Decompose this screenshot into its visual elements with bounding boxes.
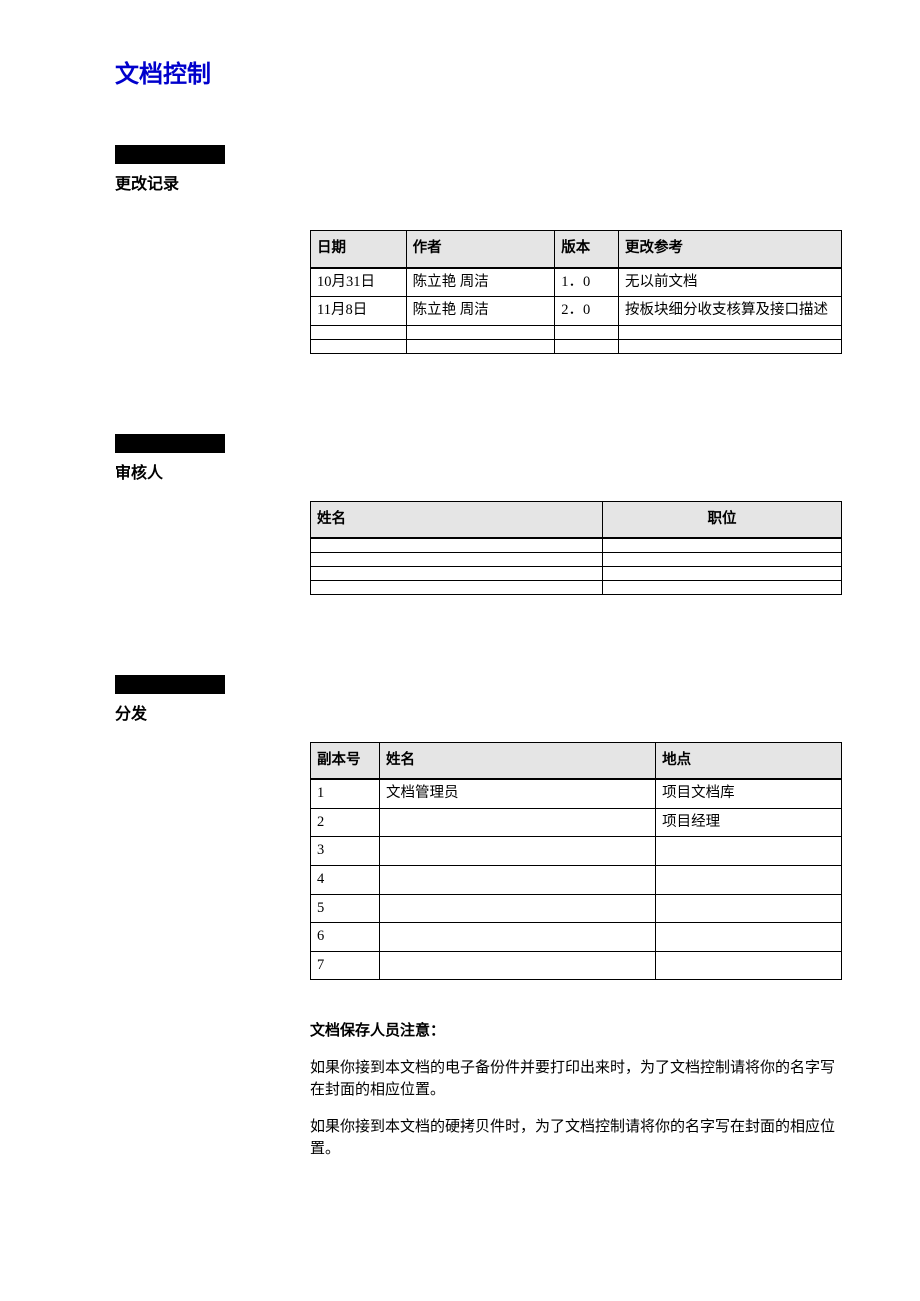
table-cell — [656, 866, 842, 895]
changes-label: 更改记录 — [115, 170, 838, 194]
table-row: 2 项目经理 — [311, 808, 842, 837]
table-cell — [380, 894, 656, 923]
table-cell — [380, 837, 656, 866]
section-changes: 更改记录 日期 作者 版本 更改参考 10月31日陈立艳 — [115, 145, 838, 354]
black-bar — [115, 145, 225, 164]
table-cell: 按板块细分收支核算及接口描述 — [618, 297, 841, 326]
table-cell — [311, 552, 603, 566]
section-reviewers: 审核人 姓名 职位 — [115, 434, 838, 595]
table-cell: 项目经理 — [656, 808, 842, 837]
table-cell — [380, 866, 656, 895]
th-date: 日期 — [311, 231, 407, 268]
changes-table: 日期 作者 版本 更改参考 10月31日陈立艳 周洁1．0无以前文档11月8日陈… — [310, 230, 842, 354]
page: 文档控制 更改记录 日期 作者 版本 更改参考 — [0, 0, 920, 1161]
table-cell: 7 — [311, 951, 380, 980]
table-cell — [380, 808, 656, 837]
table-cell: 2．0 — [555, 297, 619, 326]
distribution-table: 副本号 姓名 地点 1文档管理员项目文档库2项目经理34567 — [310, 742, 842, 981]
table-cell: 10月31日 — [311, 268, 407, 297]
table-cell: 陈立艳 周洁 — [406, 268, 555, 297]
table-cell — [311, 538, 603, 552]
table-cell — [380, 951, 656, 980]
table-row — [311, 580, 842, 594]
table-cell — [603, 552, 842, 566]
table-row — [311, 325, 842, 339]
th-pos: 职位 — [603, 501, 842, 538]
table-cell — [603, 538, 842, 552]
table-row: 4 — [311, 866, 842, 895]
distribution-table-wrap: 副本号 姓名 地点 1文档管理员项目文档库2项目经理34567 文档保存人员注意… — [310, 742, 842, 1161]
table-cell — [380, 923, 656, 952]
th-name: 姓名 — [311, 501, 603, 538]
table-cell — [555, 339, 619, 353]
table-cell: 11月8日 — [311, 297, 407, 326]
table-cell — [603, 566, 842, 580]
title-text: 文档控制 — [115, 62, 211, 88]
th-author: 作者 — [406, 231, 555, 268]
table-cell — [311, 566, 603, 580]
table-cell: 1 — [311, 779, 380, 808]
table-cell — [311, 339, 407, 353]
notice-p1: 如果你接到本文档的电子备份件并要打印出来时，为了文档控制请将你的名字写在封面的相… — [310, 1057, 842, 1102]
black-bar — [115, 434, 225, 453]
reviewers-table: 姓名 职位 — [310, 501, 842, 595]
table-cell — [555, 325, 619, 339]
table-cell — [311, 580, 603, 594]
table-cell — [603, 580, 842, 594]
table-cell: 4 — [311, 866, 380, 895]
notice-title: 文档保存人员注意： — [310, 1020, 842, 1043]
table-cell: 3 — [311, 837, 380, 866]
table-cell: 无以前文档 — [618, 268, 841, 297]
black-bar — [115, 675, 225, 694]
table-row — [311, 552, 842, 566]
th-copyno: 副本号 — [311, 742, 380, 779]
table-row: 1文档管理员项目文档库 — [311, 779, 842, 808]
table-cell — [618, 325, 841, 339]
reviewers-label: 审核人 — [115, 459, 838, 483]
table-cell: 文档管理员 — [380, 779, 656, 808]
th-loc: 地点 — [656, 742, 842, 779]
section-distribution: 分发 副本号 姓名 地点 1文档管理员项目文档库2项目经理34567 — [115, 675, 838, 1161]
table-row — [311, 566, 842, 580]
th-name2: 姓名 — [380, 742, 656, 779]
notice-p2: 如果你接到本文档的硬拷贝件时，为了文档控制请将你的名字写在封面的相应位置。 — [310, 1116, 842, 1161]
distribution-label: 分发 — [115, 700, 838, 724]
table-cell: 6 — [311, 923, 380, 952]
table-row: 6 — [311, 923, 842, 952]
table-cell — [656, 894, 842, 923]
table-cell: 2 — [311, 808, 380, 837]
table-cell — [406, 325, 555, 339]
table-cell — [656, 951, 842, 980]
reviewers-table-wrap: 姓名 职位 — [310, 501, 842, 595]
th-ref: 更改参考 — [618, 231, 841, 268]
table-cell — [311, 325, 407, 339]
table-cell — [618, 339, 841, 353]
table-row: 5 — [311, 894, 842, 923]
table-row: 10月31日陈立艳 周洁1．0无以前文档 — [311, 268, 842, 297]
table-cell: 陈立艳 周洁 — [406, 297, 555, 326]
table-row — [311, 538, 842, 552]
reviewers-tbody — [311, 538, 842, 594]
table-cell — [656, 837, 842, 866]
notice: 文档保存人员注意： 如果你接到本文档的电子备份件并要打印出来时，为了文档控制请将… — [310, 1020, 842, 1161]
table-row: 7 — [311, 951, 842, 980]
table-cell: 5 — [311, 894, 380, 923]
changes-tbody: 10月31日陈立艳 周洁1．0无以前文档11月8日陈立艳 周洁2．0按板块细分收… — [311, 268, 842, 354]
table-cell: 1．0 — [555, 268, 619, 297]
table-cell — [406, 339, 555, 353]
distribution-tbody: 1文档管理员项目文档库2项目经理34567 — [311, 779, 842, 979]
table-row — [311, 339, 842, 353]
table-row: 11月8日陈立艳 周洁2．0按板块细分收支核算及接口描述 — [311, 297, 842, 326]
table-cell — [656, 923, 842, 952]
table-cell: 项目文档库 — [656, 779, 842, 808]
th-version: 版本 — [555, 231, 619, 268]
changes-table-wrap: 日期 作者 版本 更改参考 10月31日陈立艳 周洁1．0无以前文档11月8日陈… — [310, 230, 842, 354]
table-row: 3 — [311, 837, 842, 866]
page-title: 文档控制 — [115, 54, 838, 89]
